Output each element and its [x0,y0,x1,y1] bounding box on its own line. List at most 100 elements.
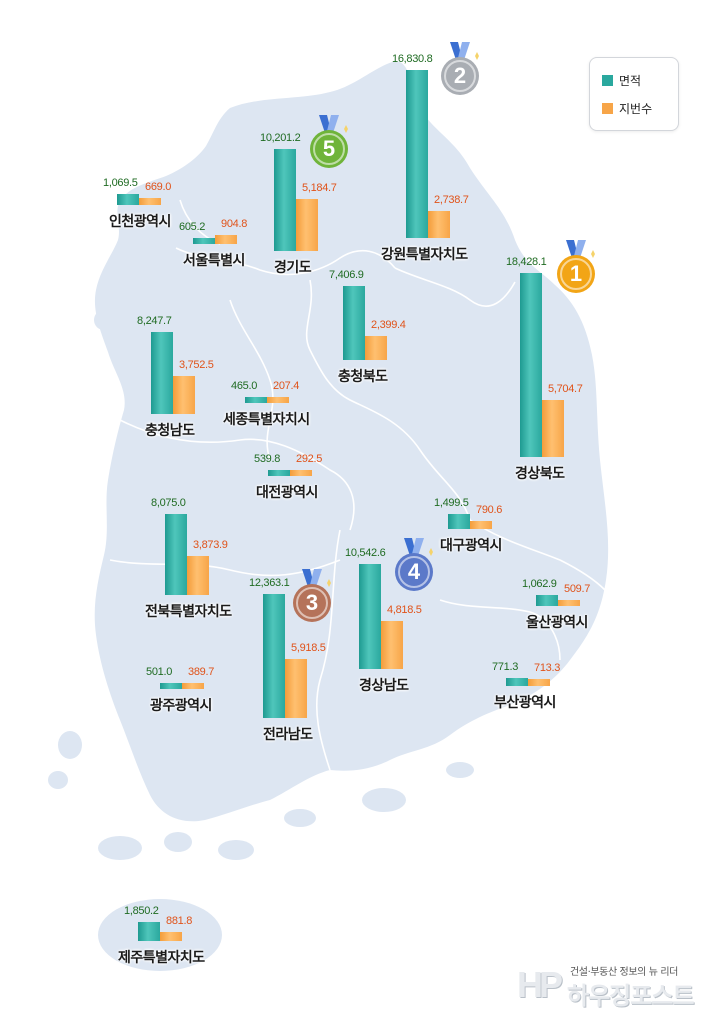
parcel-value-label: 5,184.7 [302,182,337,194]
brand-tagline: 건설·부동산 정보의 뉴 리더 [570,967,678,978]
medal-graphic [557,240,595,293]
province-border [119,419,355,531]
island-shape [218,840,254,860]
island-shape [164,832,192,852]
rank-medal-icon: 4 [391,536,437,596]
province-border [394,267,516,307]
area-value-label: 1,499.5 [434,497,469,509]
region-name-label: 광주광역시 [150,698,212,714]
rank-number: 1 [569,261,583,286]
rank-medal-icon: 5 [306,113,352,173]
medal-graphic [395,538,433,591]
area-bar [520,273,542,457]
parcel-value-label: 904.8 [221,218,248,230]
parcel-value-label: 292.5 [296,453,323,465]
area-bar [151,332,173,414]
parcel-bar [139,198,161,205]
area-value-label: 12,363.1 [249,577,290,589]
island-shape [446,762,474,778]
island-shape [58,731,82,759]
parcel-value-label: 2,738.7 [434,194,469,206]
legend-label-parcels: 지번수 [619,102,653,116]
parcel-value-label: 669.0 [145,181,172,193]
region-name-label: 세종특별자치시 [223,412,310,428]
island-shape [48,771,68,789]
region-name-label: 경상북도 [515,466,565,482]
area-bar [506,678,528,686]
area-bar [138,922,160,941]
area-value-label: 465.0 [231,380,258,392]
parcel-bar [542,400,564,457]
province-border [469,519,606,591]
region-name-label: 서울특별시 [183,253,245,269]
parcel-value-label: 509.7 [564,583,591,595]
parcel-value-label: 713.3 [534,662,561,674]
area-value-label: 18,428.1 [506,256,547,268]
parcel-value-label: 3,752.5 [179,359,214,371]
rank-number: 3 [305,590,319,615]
area-bar [448,514,470,529]
parcel-bar [267,397,289,403]
region-name-label: 충청북도 [338,369,388,385]
province-border [175,247,396,276]
area-bar [263,594,285,718]
region-name-label: 전북특별자치도 [145,604,232,620]
brand-name: 하우징포스트 [567,982,694,1010]
area-bar [160,683,182,689]
rank-medal-icon: 3 [289,567,335,627]
region-name-label: 충청남도 [145,423,195,439]
brand-logo: HP [517,964,563,1005]
region-name-label: 대전광역시 [256,485,318,501]
province-border [305,279,471,521]
area-value-label: 771.3 [492,661,519,673]
area-value-label: 539.8 [254,453,281,465]
parcel-value-label: 881.8 [166,915,193,927]
region-name-label: 전라남도 [263,727,313,743]
island-shape [98,836,142,860]
medal-graphic [293,569,331,622]
rank-number: 2 [453,63,467,88]
rank-number: 4 [407,559,421,584]
brand-watermark: HP 건설·부동산 정보의 뉴 리더 하우징포스트 [517,958,717,1010]
island-shape [362,788,406,812]
legend-label-area: 면적 [619,74,642,88]
area-value-label: 10,542.6 [345,547,386,559]
area-bar [268,470,290,476]
region-name-label: 강원특별자치도 [381,247,468,263]
area-value-label: 501.0 [146,666,173,678]
region-name-label: 대구광역시 [440,538,502,554]
region-name-label: 인천광역시 [109,214,171,230]
legend-swatch-area [602,75,613,86]
area-bar [274,149,296,251]
legend-item-parcels: 지번수 [602,100,652,117]
province-border [439,599,561,661]
legend-swatch-parcels [602,103,613,114]
rank-medal-icon: 2 [437,40,483,100]
area-bar [245,397,267,403]
parcel-bar [470,521,492,529]
area-bar [536,595,558,606]
medal-graphic [441,42,479,95]
area-value-label: 8,075.0 [151,497,186,509]
parcel-value-label: 2,399.4 [371,319,406,331]
parcel-value-label: 5,918.5 [291,642,326,654]
parcel-bar [173,376,195,414]
parcel-value-label: 3,873.9 [193,539,228,551]
parcel-bar [187,556,209,595]
rank-number: 5 [322,136,336,161]
island-shape [94,310,114,330]
chart-legend: 면적 지번수 [589,57,679,131]
area-bar [406,70,428,238]
parcel-bar [290,470,312,476]
area-value-label: 7,406.9 [329,269,364,281]
region-name-label: 제주특별자치도 [118,950,205,966]
area-value-label: 1,069.5 [103,177,138,189]
parcel-bar [160,932,182,941]
area-value-label: 1,062.9 [522,578,557,590]
area-value-label: 8,247.7 [137,315,172,327]
parcel-value-label: 207.4 [273,380,300,392]
area-bar [117,194,139,205]
province-border [229,299,274,461]
area-value-label: 1,850.2 [124,905,159,917]
